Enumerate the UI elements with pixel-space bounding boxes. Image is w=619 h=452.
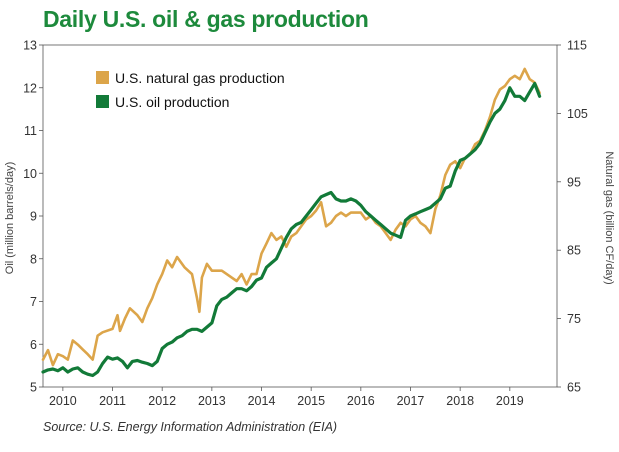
legend-label-oil: U.S. oil production xyxy=(115,94,229,110)
series-line-gas xyxy=(41,67,541,367)
x-tick-label: 2016 xyxy=(347,394,375,408)
source-note: Source: U.S. Energy Information Administ… xyxy=(43,420,338,434)
x-tick-label: 2014 xyxy=(248,394,276,408)
x-tick-label: 2013 xyxy=(198,394,226,408)
x-tick-label: 2010 xyxy=(49,394,77,408)
y2-tick-label: 115 xyxy=(567,39,587,53)
y-tick-label: 8 xyxy=(30,252,37,266)
y-tick-label: 9 xyxy=(30,210,37,224)
x-tick-label: 2019 xyxy=(496,394,524,408)
y2-tick-label: 95 xyxy=(567,175,581,189)
y2-tick-label: 65 xyxy=(567,381,581,395)
y2-tick-label: 105 xyxy=(567,107,588,121)
x-tick-label: 2017 xyxy=(397,394,425,408)
y2-tick-label: 75 xyxy=(567,312,581,326)
legend-swatch-gas xyxy=(96,71,109,84)
series-line-oil xyxy=(41,81,542,378)
x-tick-label: 2015 xyxy=(297,394,325,408)
chart-title: Daily U.S. oil & gas production xyxy=(43,6,369,32)
y-tick-label: 12 xyxy=(23,81,37,95)
legend-swatch-oil xyxy=(96,95,109,108)
y2-tick-label: 85 xyxy=(567,244,581,258)
x-tick-label: 2011 xyxy=(99,394,126,408)
x-tick-label: 2012 xyxy=(148,394,176,408)
y-tick-label: 13 xyxy=(23,39,37,53)
y-tick-label: 11 xyxy=(24,124,37,138)
y-tick-label: 7 xyxy=(30,295,37,309)
y-tick-label: 10 xyxy=(23,167,37,181)
y-tick-label: 5 xyxy=(30,381,37,395)
legend-label-gas: U.S. natural gas production xyxy=(115,70,285,86)
legend: U.S. natural gas production U.S. oil pro… xyxy=(96,70,285,110)
series-layer xyxy=(41,67,542,378)
y-tick-label: 6 xyxy=(30,338,37,352)
y-axis-label-right: Natural gas (billion CF/day) xyxy=(603,151,615,284)
y-axis-label-left: Oil (million barrels/day) xyxy=(4,162,16,274)
tick-layer: 5 6 7 8 9 10 11 12 13 65 75 85 95 105 115 2010 2011 2012 2… xyxy=(23,39,588,409)
x-tick-label: 2018 xyxy=(446,394,474,408)
